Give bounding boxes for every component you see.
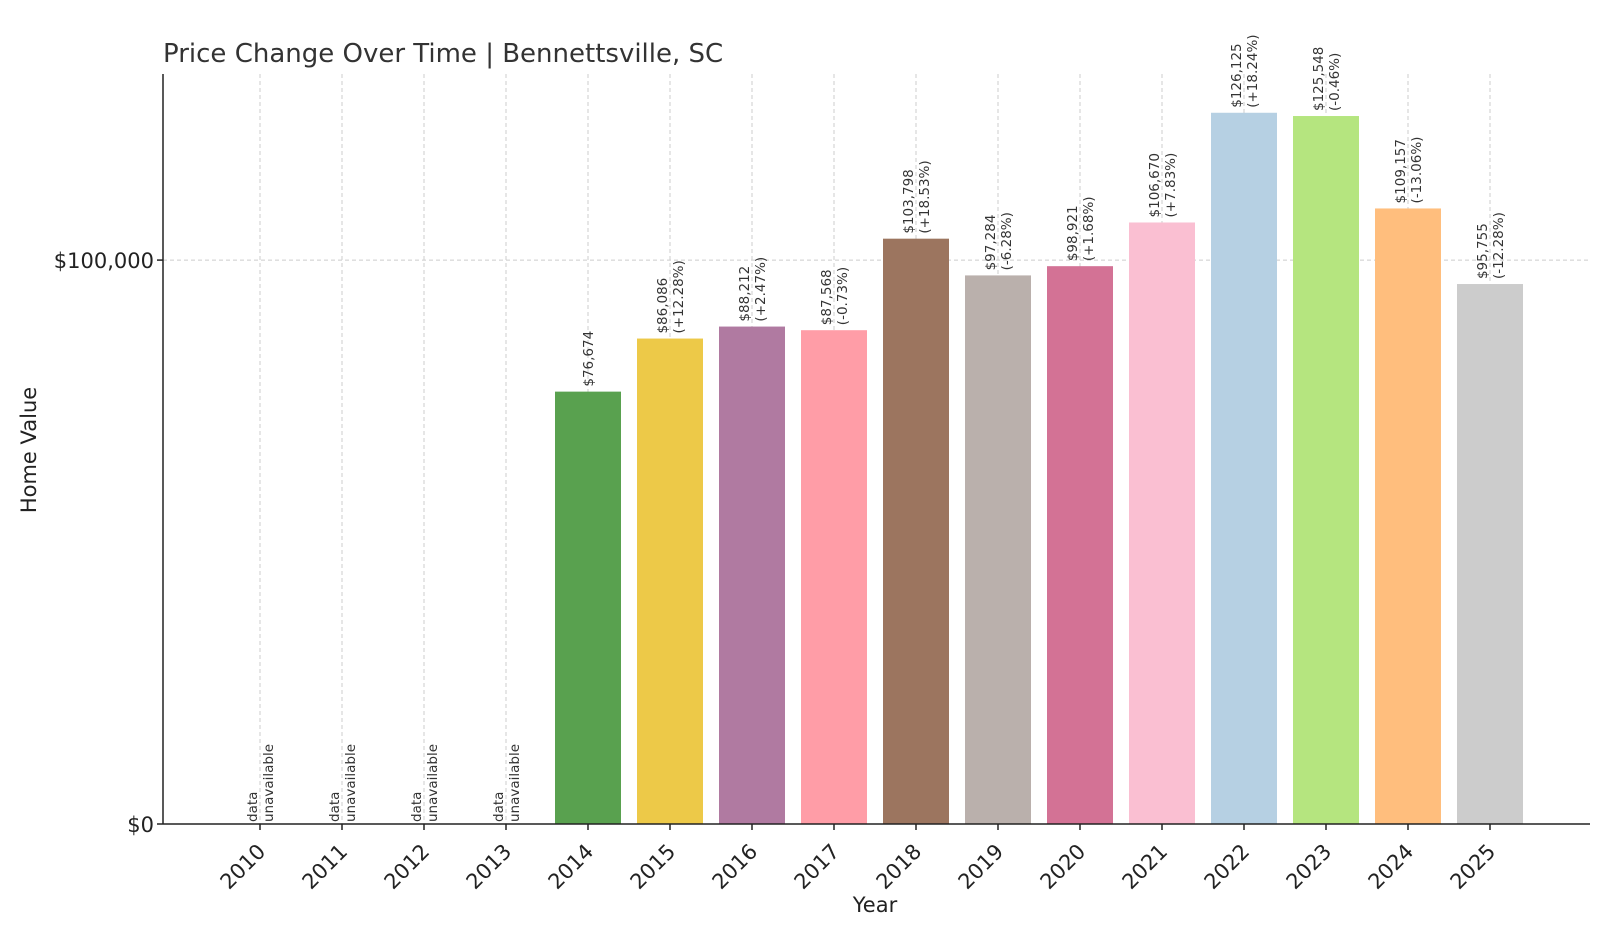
bar-2024: [1375, 208, 1441, 824]
x-tick-label: 2019: [954, 839, 1009, 894]
bar-2018: [883, 238, 949, 825]
bar-2015: [637, 338, 703, 824]
data-label-2012: data unavailable: [409, 744, 441, 822]
x-tick-label: 2017: [790, 839, 845, 894]
data-labels: data unavailable data unavailable data unavai…: [245, 34, 1507, 822]
data-label-line: $87,568: [819, 269, 835, 325]
x-axis-label: Year: [852, 893, 898, 917]
bar-2025: [1457, 284, 1523, 824]
data-label-line: unavailable: [425, 744, 441, 822]
data-label-2020: $98,921 (+1.68%): [1065, 196, 1097, 261]
y-axis-label: Home Value: [17, 387, 41, 513]
y-tick-label: $100,000: [54, 249, 154, 273]
bars: [555, 112, 1523, 825]
x-tick-label: 2021: [1118, 839, 1173, 894]
y-tick-label: $0: [127, 813, 154, 837]
chart-title: Price Change Over Time | Bennettsville, …: [163, 39, 723, 69]
data-label-line: $76,674: [581, 331, 597, 387]
data-label-2010: data unavailable: [245, 744, 277, 822]
data-label-line: (-13.06%): [1409, 137, 1425, 204]
data-label-2014: $76,674: [581, 331, 597, 387]
data-label-2024: $109,157 (-13.06%): [1393, 137, 1425, 204]
axes: [162, 74, 1590, 825]
data-label-line: (+18.24%): [1245, 34, 1261, 107]
data-label-line: unavailable: [261, 744, 277, 822]
bar-2021: [1129, 222, 1195, 825]
data-label-line: (+7.83%): [1163, 153, 1179, 218]
data-label-line: $86,086: [655, 278, 671, 334]
bar-2020: [1047, 266, 1113, 824]
data-label-line: (-12.28%): [1491, 212, 1507, 279]
x-tick-label: 2022: [1200, 839, 1255, 894]
data-label-2019: $97,284 (-6.28%): [983, 212, 1015, 270]
bar-2017: [801, 330, 867, 824]
data-label-line: $98,921: [1065, 205, 1081, 261]
data-label-2018: $103,798 (+18.53%): [901, 160, 933, 233]
data-label-2025: $95,755 (-12.28%): [1475, 212, 1507, 279]
x-tick-label: 2015: [626, 839, 681, 894]
data-label-line: $95,755: [1475, 223, 1491, 279]
data-label-line: data: [409, 792, 425, 822]
bar-2016: [719, 326, 785, 824]
data-label-line: unavailable: [507, 744, 523, 822]
data-label-2011: data unavailable: [327, 744, 359, 822]
x-tick-label: 2014: [544, 839, 599, 894]
bar-2014: [555, 391, 621, 824]
x-tick-label: 2020: [1036, 839, 1091, 894]
data-label-line: data: [327, 792, 343, 822]
data-label-line: (-0.46%): [1327, 53, 1343, 111]
data-label-line: data: [245, 792, 261, 822]
data-label-line: (+1.68%): [1081, 196, 1097, 261]
data-label-2021: $106,670 (+7.83%): [1147, 153, 1179, 218]
data-label-line: data: [491, 792, 507, 822]
x-tick-label: 2011: [298, 839, 353, 894]
data-label-2015: $86,086 (+12.28%): [655, 260, 687, 333]
x-tick-label: 2024: [1364, 839, 1419, 894]
x-tick-label: 2012: [380, 839, 435, 894]
data-label-line: $88,212: [737, 266, 753, 322]
data-label-line: (+12.28%): [671, 260, 687, 333]
data-label-line: (+2.47%): [753, 257, 769, 322]
data-label-line: $97,284: [983, 215, 999, 271]
data-label-line: $125,548: [1311, 47, 1327, 111]
x-tick-label: 2023: [1282, 839, 1337, 894]
data-label-line: $106,670: [1147, 153, 1163, 217]
x-tick-label: 2016: [708, 839, 763, 894]
data-label-line: $126,125: [1229, 43, 1245, 107]
data-label-line: (+18.53%): [917, 160, 933, 233]
data-label-2016: $88,212 (+2.47%): [737, 257, 769, 322]
x-tick-label: 2025: [1446, 839, 1501, 894]
x-tick-label: 2018: [872, 839, 927, 894]
bar-2023: [1293, 116, 1359, 824]
data-label-2013: data unavailable: [491, 744, 523, 822]
data-label-line: (-0.73%): [835, 267, 851, 325]
data-label-line: $109,157: [1393, 139, 1409, 203]
data-label-line: unavailable: [343, 744, 359, 822]
data-label-2022: $126,125 (+18.24%): [1229, 34, 1261, 107]
data-label-2023: $125,548 (-0.46%): [1311, 47, 1343, 111]
data-label-line: $103,798: [901, 169, 917, 233]
bar-2019: [965, 275, 1031, 824]
x-tick-label: 2010: [216, 839, 271, 894]
x-tick-label: 2013: [462, 839, 517, 894]
bar-2022: [1211, 112, 1277, 824]
data-label-line: (-6.28%): [999, 212, 1015, 270]
data-label-2017: $87,568 (-0.73%): [819, 267, 851, 325]
